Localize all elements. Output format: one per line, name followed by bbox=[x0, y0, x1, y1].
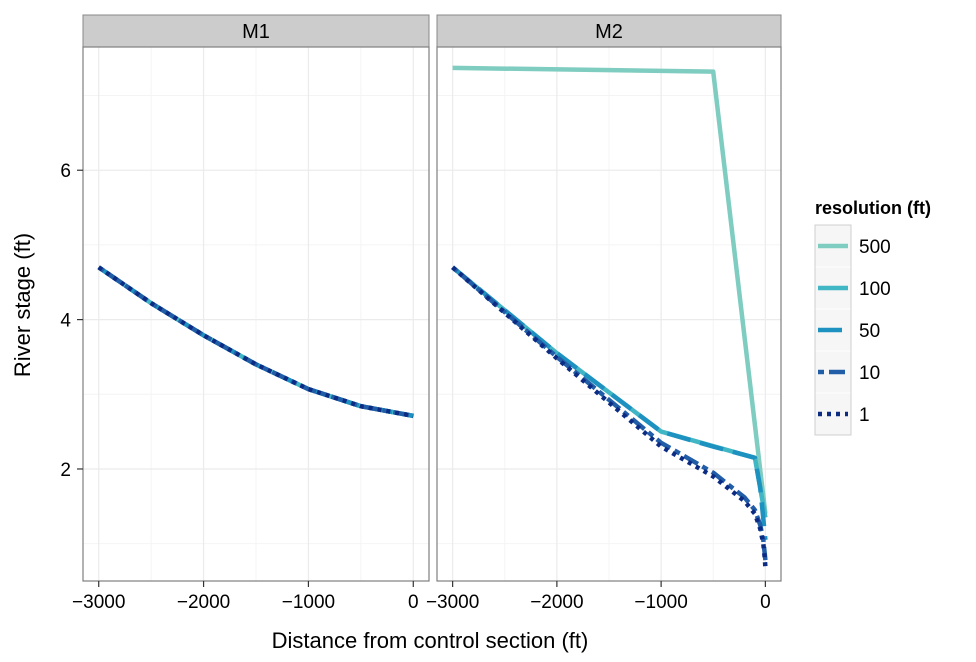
x-tick-label: 0 bbox=[760, 592, 771, 613]
x-tick-label: −3000 bbox=[426, 592, 479, 613]
facet-strip bbox=[436, 14, 782, 48]
x-tick-label: −3000 bbox=[72, 592, 125, 613]
y-tick-label: 6 bbox=[60, 161, 71, 182]
series-line-500 bbox=[452, 65, 768, 515]
legend-title: resolution (ft) bbox=[815, 198, 931, 218]
x-tick-label: −1000 bbox=[634, 592, 687, 613]
series-line-50 bbox=[451, 265, 768, 541]
panel-border bbox=[436, 46, 782, 582]
y-tick-label: 2 bbox=[60, 460, 71, 481]
facet-strip-label: M1 bbox=[242, 21, 270, 43]
legend-label: 1 bbox=[859, 405, 870, 426]
x-tick-label: −2000 bbox=[530, 592, 583, 613]
facet-strip-label: M2 bbox=[595, 21, 623, 43]
legend-label: 50 bbox=[859, 321, 880, 342]
series-line-10 bbox=[97, 265, 414, 419]
x-tick-label: 0 bbox=[408, 592, 419, 613]
x-tick-label: −2000 bbox=[177, 592, 230, 613]
x-axis-label: Distance from control section (ft) bbox=[272, 628, 589, 653]
legend-label: 100 bbox=[859, 279, 891, 300]
legend-label: 500 bbox=[859, 237, 891, 258]
y-tick-label: 4 bbox=[60, 311, 71, 332]
facet-strip bbox=[82, 14, 430, 48]
panel-border bbox=[82, 46, 430, 582]
legend-label: 10 bbox=[859, 363, 880, 384]
legend-key-frame bbox=[814, 224, 852, 436]
y-axis-label: River stage (ft) bbox=[10, 233, 35, 377]
x-tick-label: −1000 bbox=[282, 592, 335, 613]
series-line-1 bbox=[97, 265, 414, 419]
